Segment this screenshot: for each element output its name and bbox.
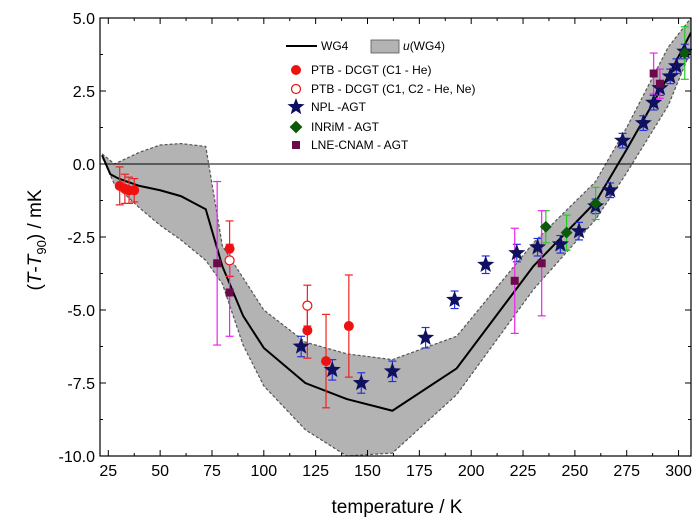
data-markers (114, 42, 692, 391)
legend-npl-marker (287, 98, 305, 115)
legend-inrim-label: INRiM - AGT (311, 120, 380, 134)
inrim-point (539, 220, 552, 233)
npl-point (292, 337, 310, 354)
legend-wg4-label: WG4 (321, 39, 349, 53)
y-tick-label: 5.0 (73, 11, 95, 28)
band-lower-edge (101, 49, 691, 456)
npl-point (667, 57, 686, 74)
y-title-sub: 90 (34, 240, 49, 254)
legend: WG4 u(WG4) PTB - DCGT (C1 - He) PTB - DC… (286, 39, 475, 152)
band-fill (102, 18, 691, 456)
legend-lne-marker (292, 141, 300, 149)
legend-npl-label: NPL -AGT (311, 100, 367, 114)
y-title-prefix: ( (25, 284, 46, 291)
legend-lne-label: LNE-CNAM - AGT (311, 138, 409, 152)
x-tick-label: 275 (613, 463, 640, 480)
legend-band-swatch (370, 39, 400, 54)
band-upper-edge (101, 18, 691, 361)
npl-point (634, 114, 652, 131)
y-tick-label: -2.5 (67, 230, 95, 247)
y-tick-label: -5.0 (67, 303, 95, 320)
ptb_filled-point (343, 321, 354, 332)
npl-point (551, 235, 569, 252)
y-title-suffix: ) / mK (25, 189, 46, 240)
lne-point (655, 79, 664, 88)
npl-point (323, 360, 341, 378)
legend-band-label: u(WG4) (403, 39, 445, 53)
x-tick-label: 225 (510, 463, 537, 480)
npl-point (383, 362, 401, 379)
axis-ticks: 25 50 75 100 125 150 175 200 225 250 275 300 5.0 2.5 0… (59, 11, 692, 480)
y-tick-label: 2.5 (73, 84, 95, 101)
x-tick-label: 50 (151, 463, 169, 480)
legend-ptb-open-label: PTB - DCGT (C1, C2 - He, Ne) (311, 82, 475, 96)
ptb_filled-point (302, 325, 313, 336)
npl-point (661, 67, 679, 84)
npl-point (477, 255, 495, 273)
legend-ptb-open-marker (290, 83, 302, 95)
lne-point (213, 259, 222, 268)
x-tick-label: 125 (302, 463, 329, 480)
x-axis-title: temperature / K (332, 497, 463, 518)
y-axis-title: (T-T90) / mK (25, 189, 49, 290)
npl-point (417, 328, 435, 346)
lne-point (537, 259, 546, 268)
npl-point (446, 290, 464, 308)
ptb_filled-point (321, 356, 332, 367)
legend-band-italic: u (403, 39, 410, 53)
y-tick-label: -7.5 (67, 376, 95, 393)
legend-band-rest: (WG4) (410, 39, 445, 53)
inrim-point (589, 197, 602, 210)
lne-point (649, 69, 658, 78)
lne-point (510, 276, 519, 285)
legend-ptb-filled-label: PTB - DCGT (C1 - He) (311, 63, 431, 77)
npl-point (601, 181, 619, 198)
npl-point (645, 93, 663, 110)
npl-point (508, 244, 526, 261)
legend-inrim-marker (289, 120, 303, 134)
x-tick-label: 100 (250, 463, 277, 480)
ptb_open-point (302, 300, 313, 311)
x-tick-label: 175 (406, 463, 433, 480)
ptb_filled-point (129, 185, 140, 196)
y-tick-label: -10.0 (59, 449, 96, 466)
x-tick-label: 150 (354, 463, 381, 480)
npl-point (570, 222, 588, 239)
x-tick-label: 25 (99, 463, 117, 480)
ptb_open-point (224, 255, 235, 266)
npl-point (528, 238, 547, 255)
y-title-t1: T (25, 271, 46, 284)
y-title-t2: T (25, 253, 46, 266)
uncertainty-band (101, 18, 691, 456)
y-tick-label: 0.0 (73, 157, 95, 174)
x-tick-label: 300 (665, 463, 692, 480)
npl-point (352, 374, 370, 391)
y-title-dash: - (25, 266, 46, 272)
x-tick-label: 200 (458, 463, 485, 480)
lne-point (225, 288, 234, 297)
ptb_filled-point (224, 243, 235, 254)
x-tick-label: 75 (203, 463, 221, 480)
npl-point (614, 131, 632, 148)
x-tick-label: 250 (562, 463, 589, 480)
legend-ptb-filled-marker (291, 65, 301, 75)
